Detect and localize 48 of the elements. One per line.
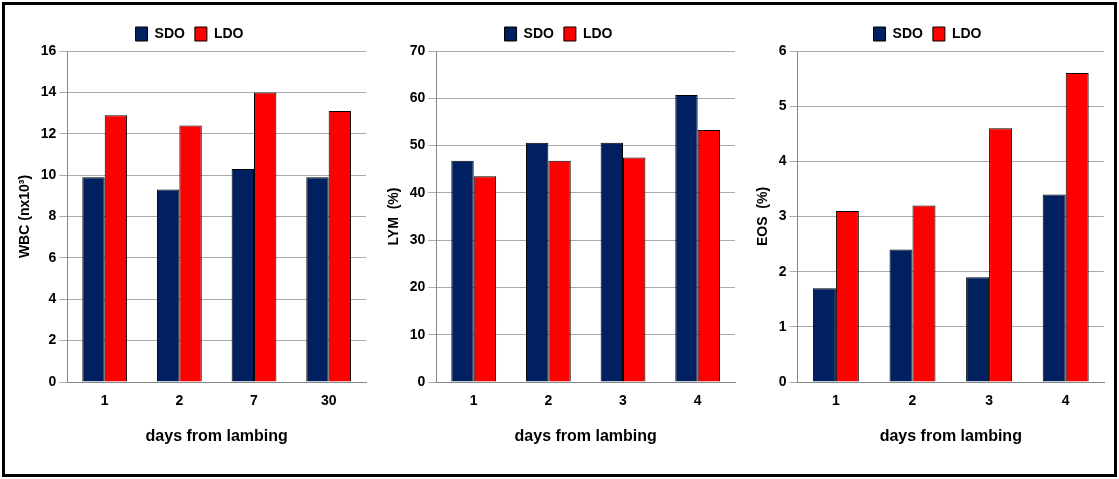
x-tick-label: 7 <box>250 392 259 409</box>
legend-label: SDO <box>154 24 185 41</box>
y-tick-label: 16 <box>40 41 57 58</box>
x-tick-label: 1 <box>100 392 109 409</box>
y-tick-label: 5 <box>778 97 787 114</box>
y-tick-label: 50 <box>409 136 426 153</box>
x-tick-label: 30 <box>320 392 337 409</box>
y-tick-label: 6 <box>48 248 57 265</box>
y-tick-label: 40 <box>409 183 426 200</box>
x-tick-label: 1 <box>469 392 478 409</box>
y-tick-label: 60 <box>409 89 426 106</box>
y-tick-label: 1 <box>778 317 787 334</box>
y-tick-label: 3 <box>778 207 787 224</box>
y-tick-label: 10 <box>409 325 426 342</box>
x-tick-label: 2 <box>908 392 917 409</box>
x-tick-label: 1 <box>831 392 840 409</box>
x-tick-label: 2 <box>544 392 553 409</box>
x-tick-label: 4 <box>693 392 702 409</box>
x-axis-title: days from lambing <box>879 426 1022 444</box>
y-tick-label: 4 <box>48 290 57 307</box>
x-axis-title: days from lambing <box>145 426 288 444</box>
y-tick-label: 6 <box>778 41 787 58</box>
y-tick-label: 12 <box>40 124 57 141</box>
y-tick-label: 0 <box>778 372 787 389</box>
y-axis-title: LYM (%) <box>385 187 402 246</box>
legend-label: LDO <box>213 24 244 41</box>
y-tick-label: 2 <box>778 262 787 279</box>
x-tick-label: 3 <box>985 392 994 409</box>
y-axis-title: EOS (%) <box>754 186 771 247</box>
legend-label: LDO <box>582 24 613 41</box>
legend-label: LDO <box>951 24 982 41</box>
x-tick-label: 3 <box>619 392 628 409</box>
y-tick-label: 2 <box>48 331 57 348</box>
y-tick-label: 20 <box>409 278 426 295</box>
y-axis-title: WBC (nx10³) <box>16 174 33 259</box>
y-tick-label: 70 <box>409 41 426 58</box>
x-tick-label: 4 <box>1061 392 1070 409</box>
y-tick-label: 0 <box>48 372 57 389</box>
y-tick-label: 14 <box>40 83 57 100</box>
y-tick-label: 8 <box>48 207 57 224</box>
y-tick-label: 0 <box>417 372 426 389</box>
legend-label: SDO <box>523 24 554 41</box>
x-tick-label: 2 <box>175 392 184 409</box>
legend-label: SDO <box>892 24 923 41</box>
y-tick-label: 10 <box>40 165 57 182</box>
y-tick-label: 30 <box>409 231 426 247</box>
x-axis-title: days from lambing <box>514 426 657 444</box>
y-tick-label: 4 <box>778 152 787 169</box>
